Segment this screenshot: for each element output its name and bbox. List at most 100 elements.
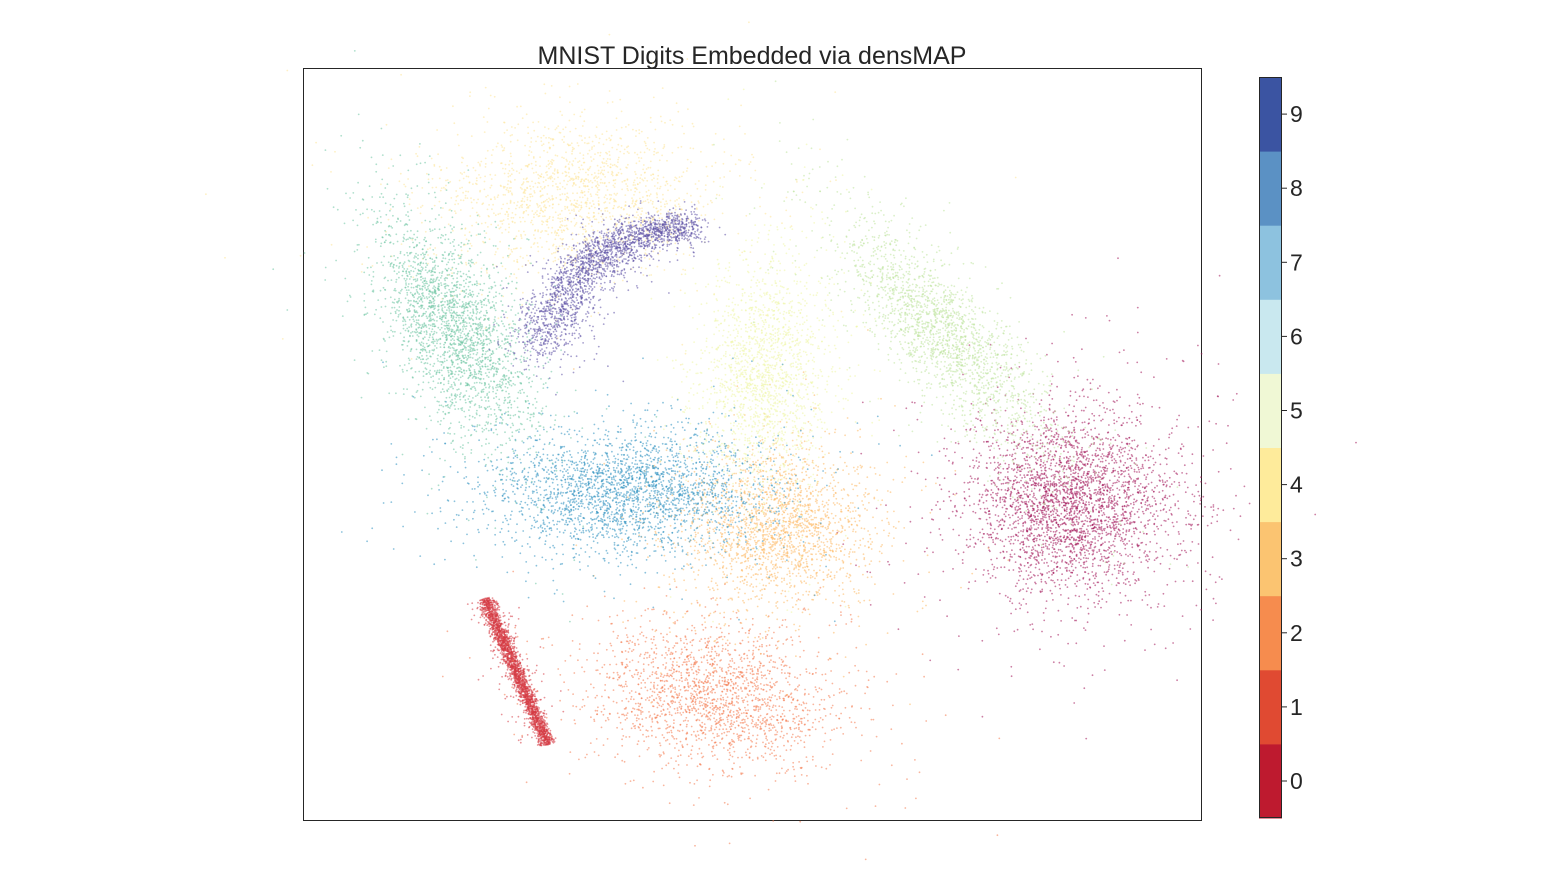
scatter-point: [1151, 450, 1153, 452]
scatter-point: [1022, 465, 1024, 467]
scatter-point: [1010, 666, 1012, 668]
scatter-point: [1119, 396, 1121, 398]
scatter-point: [1198, 524, 1200, 526]
scatter-point: [1076, 451, 1078, 453]
scatter-point: [1068, 563, 1070, 565]
scatter-point: [1116, 421, 1118, 423]
scatter-point: [1027, 509, 1029, 511]
scatter-point: [1027, 486, 1029, 488]
scatter-point: [526, 665, 528, 667]
scatter-point: [1208, 420, 1210, 422]
scatter-point: [995, 577, 997, 579]
scatter-point: [1089, 521, 1091, 523]
scatter-point: [513, 687, 515, 689]
scatter-point: [1185, 524, 1187, 526]
scatter-point: [1186, 564, 1188, 566]
scatter-point: [1041, 549, 1043, 551]
scatter-point: [1164, 504, 1166, 506]
scatter-point: [1066, 507, 1068, 509]
scatter-point: [1023, 578, 1025, 580]
scatter-point: [1182, 360, 1184, 362]
scatter-point: [1054, 483, 1056, 485]
scatter-point: [1053, 661, 1055, 663]
scatter-point: [996, 442, 998, 444]
scatter-point: [1131, 546, 1133, 548]
scatter-point: [1022, 452, 1024, 454]
scatter-point: [1130, 600, 1132, 602]
scatter-point: [1159, 476, 1161, 478]
scatter-point: [1070, 575, 1072, 577]
scatter-point: [1123, 582, 1125, 584]
scatter-point: [1011, 442, 1013, 444]
scatter-point: [1121, 519, 1123, 521]
scatter-point: [1085, 477, 1087, 479]
scatter-point: [998, 521, 1000, 523]
scatter-point: [1112, 452, 1114, 454]
scatter-point: [1097, 582, 1099, 584]
scatter-point: [1029, 480, 1031, 482]
scatter-point: [1026, 590, 1028, 592]
scatter-point: [1051, 593, 1053, 595]
scatter-point: [948, 491, 950, 493]
scatter-point: [1088, 471, 1090, 473]
scatter-point: [986, 467, 988, 469]
scatter-point: [985, 490, 987, 492]
scatter-point: [1190, 515, 1192, 517]
scatter-point: [1130, 503, 1132, 505]
scatter-point: [1163, 605, 1165, 607]
scatter-point: [970, 475, 972, 477]
scatter-point: [1071, 514, 1073, 516]
scatter-point: [1181, 443, 1183, 445]
scatter-point: [1039, 539, 1041, 541]
scatter-point: [1003, 525, 1005, 527]
scatter-point: [1074, 551, 1076, 553]
scatter-point: [1017, 629, 1019, 631]
scatter-point: [1098, 489, 1100, 491]
scatter-point: [1123, 464, 1125, 466]
scatter-point: [1056, 563, 1058, 565]
scatter-point: [982, 494, 984, 496]
scatter-point: [1083, 687, 1085, 689]
scatter-point: [983, 441, 985, 443]
scatter-point: [513, 681, 515, 683]
scatter-point: [946, 448, 948, 450]
scatter-point: [1112, 501, 1114, 503]
scatter-point: [1203, 455, 1205, 457]
scatter-point: [505, 628, 507, 630]
scatter-point: [1082, 390, 1084, 392]
scatter-point: [1001, 483, 1003, 485]
scatter-point: [1071, 572, 1073, 574]
scatter-point: [1110, 498, 1112, 500]
scatter-point: [1007, 478, 1009, 480]
scatter-point: [1116, 577, 1118, 579]
scatter-point: [1035, 458, 1037, 460]
scatter-point: [1122, 455, 1124, 457]
scatter-point: [1146, 508, 1148, 510]
scatter-point: [1043, 433, 1045, 435]
scatter-point: [1060, 518, 1062, 520]
scatter-point: [483, 617, 485, 619]
scatter-point: [909, 506, 911, 508]
scatter-point: [1005, 455, 1007, 457]
scatter-point: [1169, 434, 1171, 436]
scatter-point: [1067, 529, 1069, 531]
scatter-point: [1093, 506, 1095, 508]
scatter-point: [1125, 583, 1127, 585]
scatter-point: [1004, 489, 1006, 491]
scatter-point: [1126, 614, 1128, 616]
scatter-point: [1008, 569, 1010, 571]
scatter-point: [1136, 417, 1138, 419]
scatter-point: [998, 515, 1000, 517]
scatter-point: [1052, 540, 1054, 542]
scatter-point: [990, 559, 992, 561]
scatter-point: [1069, 513, 1071, 515]
scatter-point: [518, 716, 520, 718]
scatter-point: [1168, 437, 1170, 439]
scatter-point: [989, 517, 991, 519]
scatter-point: [1012, 523, 1014, 525]
scatter-point: [1134, 471, 1136, 473]
scatter-point: [535, 670, 537, 672]
scatter-point: [1165, 495, 1167, 497]
scatter-point: [1048, 577, 1050, 579]
scatter-point: [1174, 558, 1176, 560]
